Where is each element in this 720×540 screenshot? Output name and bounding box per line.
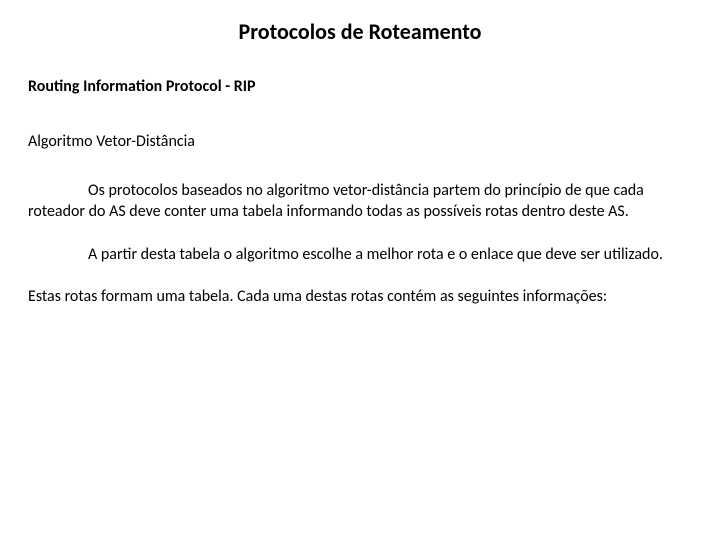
page-title: Protocolos de Roteamento [28,18,692,45]
section-heading: Routing Information Protocol - RIP [28,77,692,96]
paragraph-3: Estas rotas formam uma tabela. Cada uma … [28,287,692,308]
subheading: Algoritmo Vetor-Distância [28,132,692,151]
paragraph-2: A partir desta tabela o algoritmo escolh… [28,245,692,266]
paragraph-1: Os protocolos baseados no algoritmo veto… [28,181,692,223]
